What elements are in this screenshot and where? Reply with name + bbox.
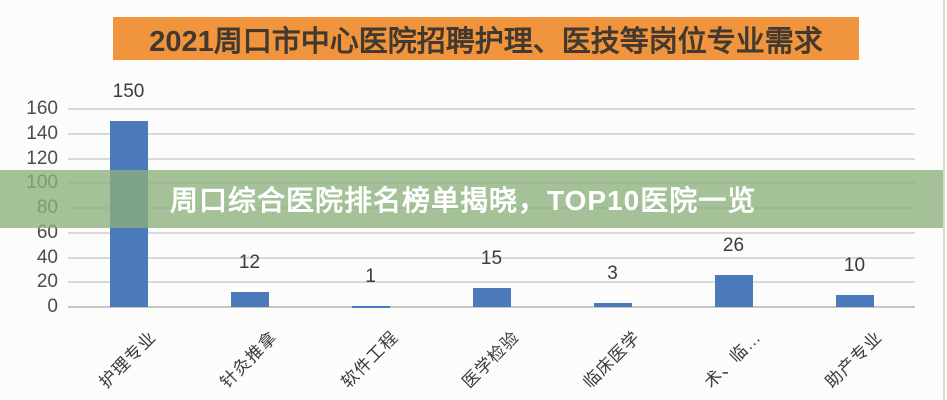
chart-title-bar: 2021周口市中心医院招聘护理、医技等岗位专业需求 [113, 17, 859, 60]
gridline [68, 231, 915, 234]
y-axis-tick-label: 120 [26, 147, 58, 169]
bar-value-label: 150 [112, 81, 145, 103]
bar [714, 274, 753, 307]
bar-value-label: 15 [480, 248, 503, 270]
gridline [68, 157, 915, 160]
y-axis-tick-label: 40 [36, 246, 58, 268]
image-right-border-line [943, 0, 945, 400]
gridline [68, 108, 915, 110]
chart-title: 2021周口市中心医院招聘护理、医技等岗位专业需求 [149, 25, 823, 58]
overlay-banner: 周口综合医院排名榜单揭晓，TOP10医院一览 [0, 170, 944, 228]
x-axis-line [68, 306, 915, 308]
gridline [68, 281, 915, 284]
y-axis-tick-label: 160 [26, 98, 58, 119]
x-axis-category-label: 护理专业 [95, 327, 160, 392]
bar-value-label: 10 [843, 254, 866, 276]
bar-value-label: 3 [607, 263, 618, 285]
bar [472, 288, 511, 307]
gridline [68, 256, 915, 259]
bar-value-label: 26 [722, 234, 745, 256]
bar-value-label: 12 [238, 252, 261, 274]
y-axis-tick-label: 140 [26, 122, 58, 144]
gridline [68, 132, 915, 135]
bar [593, 303, 632, 307]
overlay-banner-text: 周口综合医院排名榜单揭晓，TOP10医院一览 [170, 185, 757, 216]
bar [230, 292, 269, 307]
y-axis-tick-label: 0 [47, 296, 58, 317]
bar [351, 305, 390, 308]
y-axis-tick-label: 20 [36, 271, 58, 293]
bar [835, 294, 874, 307]
bar-value-label: 1 [365, 265, 376, 287]
